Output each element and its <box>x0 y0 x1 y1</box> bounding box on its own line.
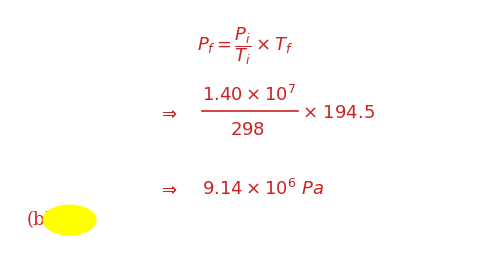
Text: $\Rightarrow$: $\Rightarrow$ <box>158 180 178 198</box>
Text: $9.14 \times 10^{6}\ Pa$: $9.14 \times 10^{6}\ Pa$ <box>202 179 324 199</box>
Text: $P_f = \dfrac{P_i}{T_i} \times T_f$: $P_f = \dfrac{P_i}{T_i} \times T_f$ <box>197 25 293 67</box>
Circle shape <box>43 205 96 235</box>
Text: $1.40 \times 10^{7}$: $1.40 \times 10^{7}$ <box>202 85 296 104</box>
Text: $\times\ 194.5$: $\times\ 194.5$ <box>302 104 375 122</box>
Text: $\Rightarrow$: $\Rightarrow$ <box>158 104 178 122</box>
Text: (b): (b) <box>26 211 52 229</box>
Text: $298$: $298$ <box>230 121 265 139</box>
